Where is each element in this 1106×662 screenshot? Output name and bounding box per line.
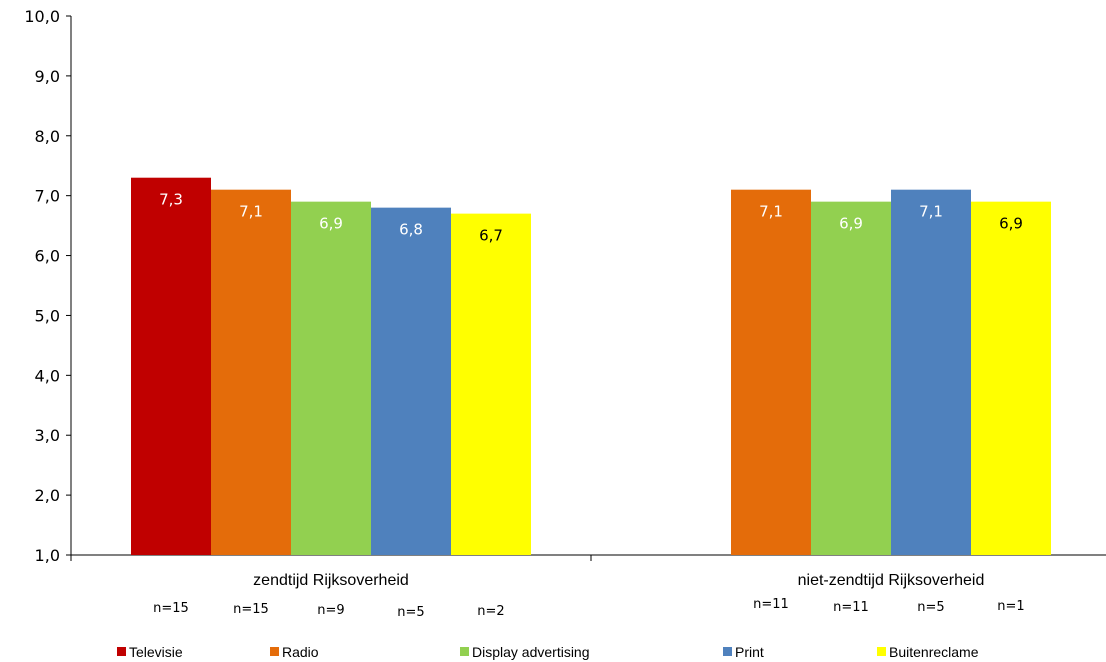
- y-tick-label: 2,0: [35, 486, 60, 505]
- sample-size-label: n=9: [317, 603, 344, 618]
- data-label: 6,9: [839, 215, 863, 233]
- category-label: niet-zendtijd Rijksoverheid: [798, 572, 985, 589]
- legend-item: Televisie: [117, 644, 183, 660]
- data-label: 7,1: [919, 203, 943, 221]
- legend-swatch: [723, 647, 732, 656]
- y-tick-label: 10,0: [24, 7, 60, 26]
- bars: [131, 177, 1051, 555]
- y-tick-label: 8,0: [35, 127, 60, 146]
- bar: [451, 213, 531, 555]
- y-tick-label: 3,0: [35, 426, 60, 445]
- sample-size-label: n=15: [153, 601, 189, 616]
- data-label: 6,9: [999, 215, 1023, 233]
- legend-label: Display advertising: [472, 644, 590, 660]
- category-label: zendtijd Rijksoverheid: [253, 572, 409, 589]
- sample-size-label: n=5: [917, 600, 944, 615]
- sample-size-label: n=5: [397, 605, 424, 620]
- legend-swatch: [877, 647, 886, 656]
- y-tick-label: 6,0: [35, 247, 60, 266]
- bar: [371, 207, 451, 555]
- data-label: 7,1: [239, 203, 263, 221]
- legend-item: Print: [723, 644, 764, 660]
- data-label: 7,1: [759, 203, 783, 221]
- legend-item: Radio: [270, 644, 319, 660]
- sample-size-label: n=11: [833, 600, 869, 615]
- data-label: 7,3: [159, 191, 183, 209]
- bar: [971, 201, 1051, 555]
- legend-item: Buitenreclame: [877, 644, 979, 660]
- y-tick-label: 7,0: [35, 187, 60, 206]
- legend-swatch: [270, 647, 279, 656]
- y-tick-label: 1,0: [35, 546, 60, 565]
- legend-swatch: [460, 647, 469, 656]
- legend-label: Buitenreclame: [889, 644, 979, 660]
- legend-label: Televisie: [129, 644, 183, 660]
- bar: [891, 189, 971, 555]
- data-label: 6,8: [399, 221, 423, 239]
- data-label: 6,7: [479, 227, 503, 245]
- legend-label: Radio: [282, 644, 319, 660]
- sample-size-label: n=2: [477, 604, 504, 619]
- legend: Televisie Radio Display advertising Print Bu…: [117, 644, 979, 660]
- sample-size-label: n=15: [233, 602, 269, 617]
- sample-size-label: n=1: [997, 599, 1024, 614]
- bar: [731, 189, 811, 555]
- legend-item: Display advertising: [460, 644, 590, 660]
- legend-label: Print: [735, 644, 764, 660]
- y-tick-label: 5,0: [35, 306, 60, 325]
- bar: [211, 189, 291, 555]
- bar: [291, 201, 371, 555]
- sample-size-label: n=11: [753, 597, 789, 612]
- legend-swatch: [117, 647, 126, 656]
- bar: [811, 201, 891, 555]
- y-tick-label: 9,0: [35, 67, 60, 86]
- data-label: 6,9: [319, 215, 343, 233]
- y-tick-label: 4,0: [35, 366, 60, 385]
- labels: zendtijd Rijksoverheid 7,3 n=15 7,1 n=15 6,9 n…: [153, 191, 1025, 620]
- bar: [131, 177, 211, 555]
